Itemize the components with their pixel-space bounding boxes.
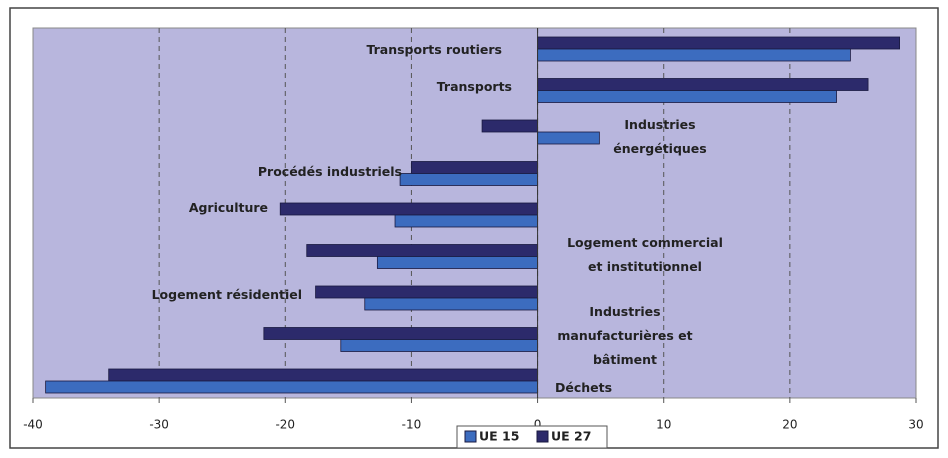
bar	[537, 48, 851, 62]
x-tick-label: -20	[275, 418, 295, 432]
category-label: Logement commercial et institutionnel	[567, 235, 723, 274]
bar	[376, 256, 538, 269]
bar	[537, 78, 869, 91]
x-tick-label: 30	[908, 418, 923, 432]
bar	[45, 380, 538, 394]
category-label: Logement résidentiel	[152, 287, 302, 302]
category-label: Déchets	[555, 380, 612, 395]
x-tick-label: -30	[149, 418, 169, 432]
legend-box	[456, 425, 608, 449]
bar	[340, 339, 538, 352]
bar	[537, 90, 837, 103]
bar	[411, 161, 538, 174]
bar	[279, 202, 538, 216]
category-label: Transports	[437, 79, 512, 94]
legend-label: UE 15	[479, 429, 519, 444]
category-label: Agriculture	[189, 200, 268, 215]
bar	[364, 297, 538, 311]
x-tick-label: -10	[402, 418, 422, 432]
category-label: Industries manufacturières et bâtiment	[557, 304, 692, 367]
bar	[263, 327, 538, 340]
bar	[108, 368, 538, 382]
bar	[306, 244, 538, 257]
legend-swatch	[464, 430, 477, 443]
bar	[394, 214, 538, 228]
category-label: Transports routiers	[366, 42, 502, 57]
legend-swatch	[536, 430, 549, 443]
category-label: Industries énergétiques	[613, 117, 706, 156]
category-label: Procédés industriels	[258, 164, 402, 179]
bar	[399, 173, 538, 186]
x-tick-label: -40	[23, 418, 43, 432]
bar	[315, 285, 538, 299]
x-tick-label: 20	[782, 418, 797, 432]
x-tick-label: 10	[656, 418, 671, 432]
bar	[537, 36, 901, 50]
x-tick-label: 0	[534, 418, 542, 432]
bar	[481, 119, 538, 133]
legend-label: UE 27	[551, 429, 591, 444]
bar	[537, 131, 600, 145]
